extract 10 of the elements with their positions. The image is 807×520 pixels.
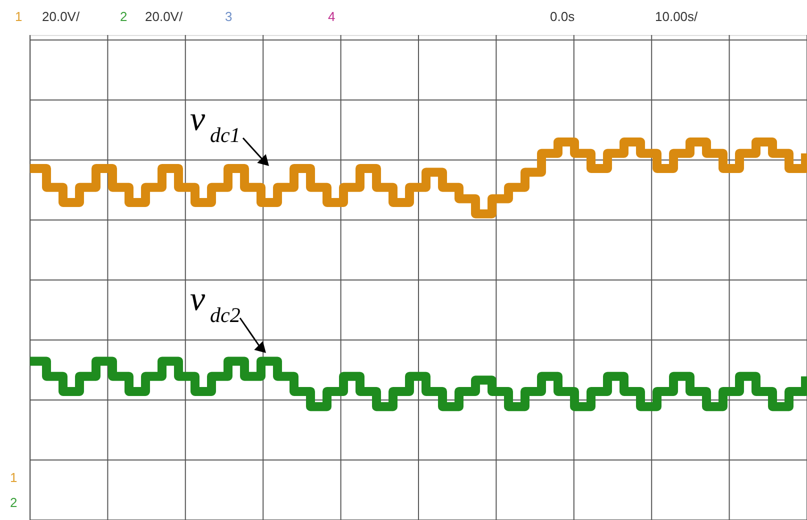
text: 20.0V/: [145, 9, 183, 24]
text: 1: [15, 9, 22, 24]
text: 1: [10, 470, 18, 485]
text: 0.0s: [550, 9, 576, 24]
text: 3: [225, 9, 232, 24]
text: 20.0V/: [42, 9, 80, 24]
text: 2: [120, 9, 128, 24]
text: 10.00s/: [655, 9, 698, 24]
text: 4: [328, 9, 336, 24]
text: 2: [10, 495, 18, 510]
